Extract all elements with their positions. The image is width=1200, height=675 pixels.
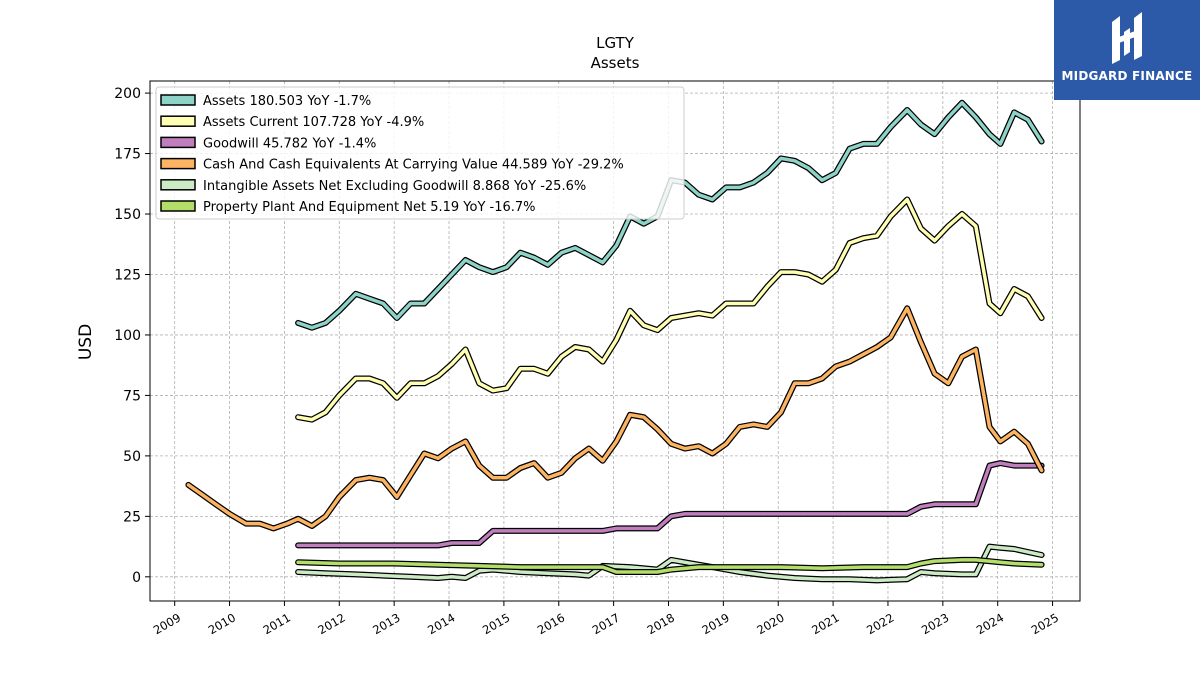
x-tick-label: 2022 [864, 610, 896, 637]
x-tick-label: 2023 [919, 610, 951, 637]
x-tick-label: 2018 [645, 610, 677, 637]
legend-swatch [160, 115, 196, 127]
x-tick-label: 2014 [425, 610, 457, 637]
legend: Assets 180.503 YoY -1.7% Assets Current 1… [155, 86, 685, 220]
x-tick-label: 2019 [700, 610, 732, 637]
legend-swatch [160, 200, 196, 212]
series-property-plant-and-equipment-net [295, 556, 1045, 575]
x-tick-label: 2017 [590, 610, 622, 637]
y-tick-label: 200 [114, 86, 141, 102]
legend-item-label: Assets Current 107.728 YoY -4.9% [203, 115, 424, 130]
series-line [296, 558, 1044, 574]
x-tick-label: 2013 [370, 610, 402, 637]
plot-frame [149, 80, 1081, 602]
legend-swatch [160, 157, 196, 170]
chart-title: LGTY [596, 34, 635, 52]
x-tick-label: 2015 [480, 610, 512, 637]
legend-item-label: Assets 180.503 YoY -1.7% [203, 94, 371, 109]
legend-box [155, 86, 685, 220]
legend-item-label: Intangible Assets Net Excluding Goodwill… [203, 179, 586, 194]
legend-swatch [160, 136, 196, 149]
x-tick-label: 2012 [315, 610, 347, 637]
x-tick-label: 2024 [974, 610, 1006, 637]
y-tick-label: 25 [123, 509, 141, 525]
legend-item-label: Cash And Cash Equivalents At Carrying Va… [203, 158, 624, 173]
legend-item-label: Goodwill 45.782 YoY -1.4% [203, 136, 376, 151]
brand-logo: MIDGARD FINANCE [1054, 0, 1200, 100]
series-intangible-assets-net-excluding-goodwill [295, 543, 1045, 584]
brand-name: MIDGARD FINANCE [1061, 69, 1193, 83]
y-tick-label: 175 [114, 147, 141, 163]
legend-swatch [160, 94, 196, 106]
legend-item-label: Property Plant And Equipment Net 5.19 Yo… [203, 200, 536, 215]
x-tick-label: 2021 [809, 610, 841, 637]
y-tick-label: 50 [123, 449, 141, 465]
y-tick-label: 125 [114, 267, 141, 283]
y-tick-label: 0 [132, 570, 141, 586]
series-goodwill [295, 460, 1045, 549]
x-tick-label: 2009 [151, 610, 183, 637]
series-line [186, 306, 1044, 531]
x-tick-label: 2020 [754, 610, 786, 637]
legend-swatch [160, 179, 196, 191]
y-tick-label: 75 [123, 388, 141, 404]
x-tick-label: 2025 [1029, 610, 1061, 637]
series-line [296, 544, 1044, 583]
series-assets-current [295, 196, 1045, 423]
chart-subtitle: Assets [591, 54, 640, 72]
series-line [296, 197, 1044, 422]
y-axis-label: USD [76, 324, 96, 360]
x-tick-label: 2016 [535, 610, 567, 637]
brand-mark-icon [1112, 12, 1142, 64]
series-cash-and-cash-equivalents-at-carrying-value [185, 305, 1045, 532]
series-line [296, 461, 1044, 548]
x-tick-label: 2010 [206, 610, 238, 637]
y-tick-label: 150 [114, 207, 141, 223]
x-tick-label: 2011 [261, 610, 293, 637]
y-tick-label: 100 [114, 328, 141, 344]
